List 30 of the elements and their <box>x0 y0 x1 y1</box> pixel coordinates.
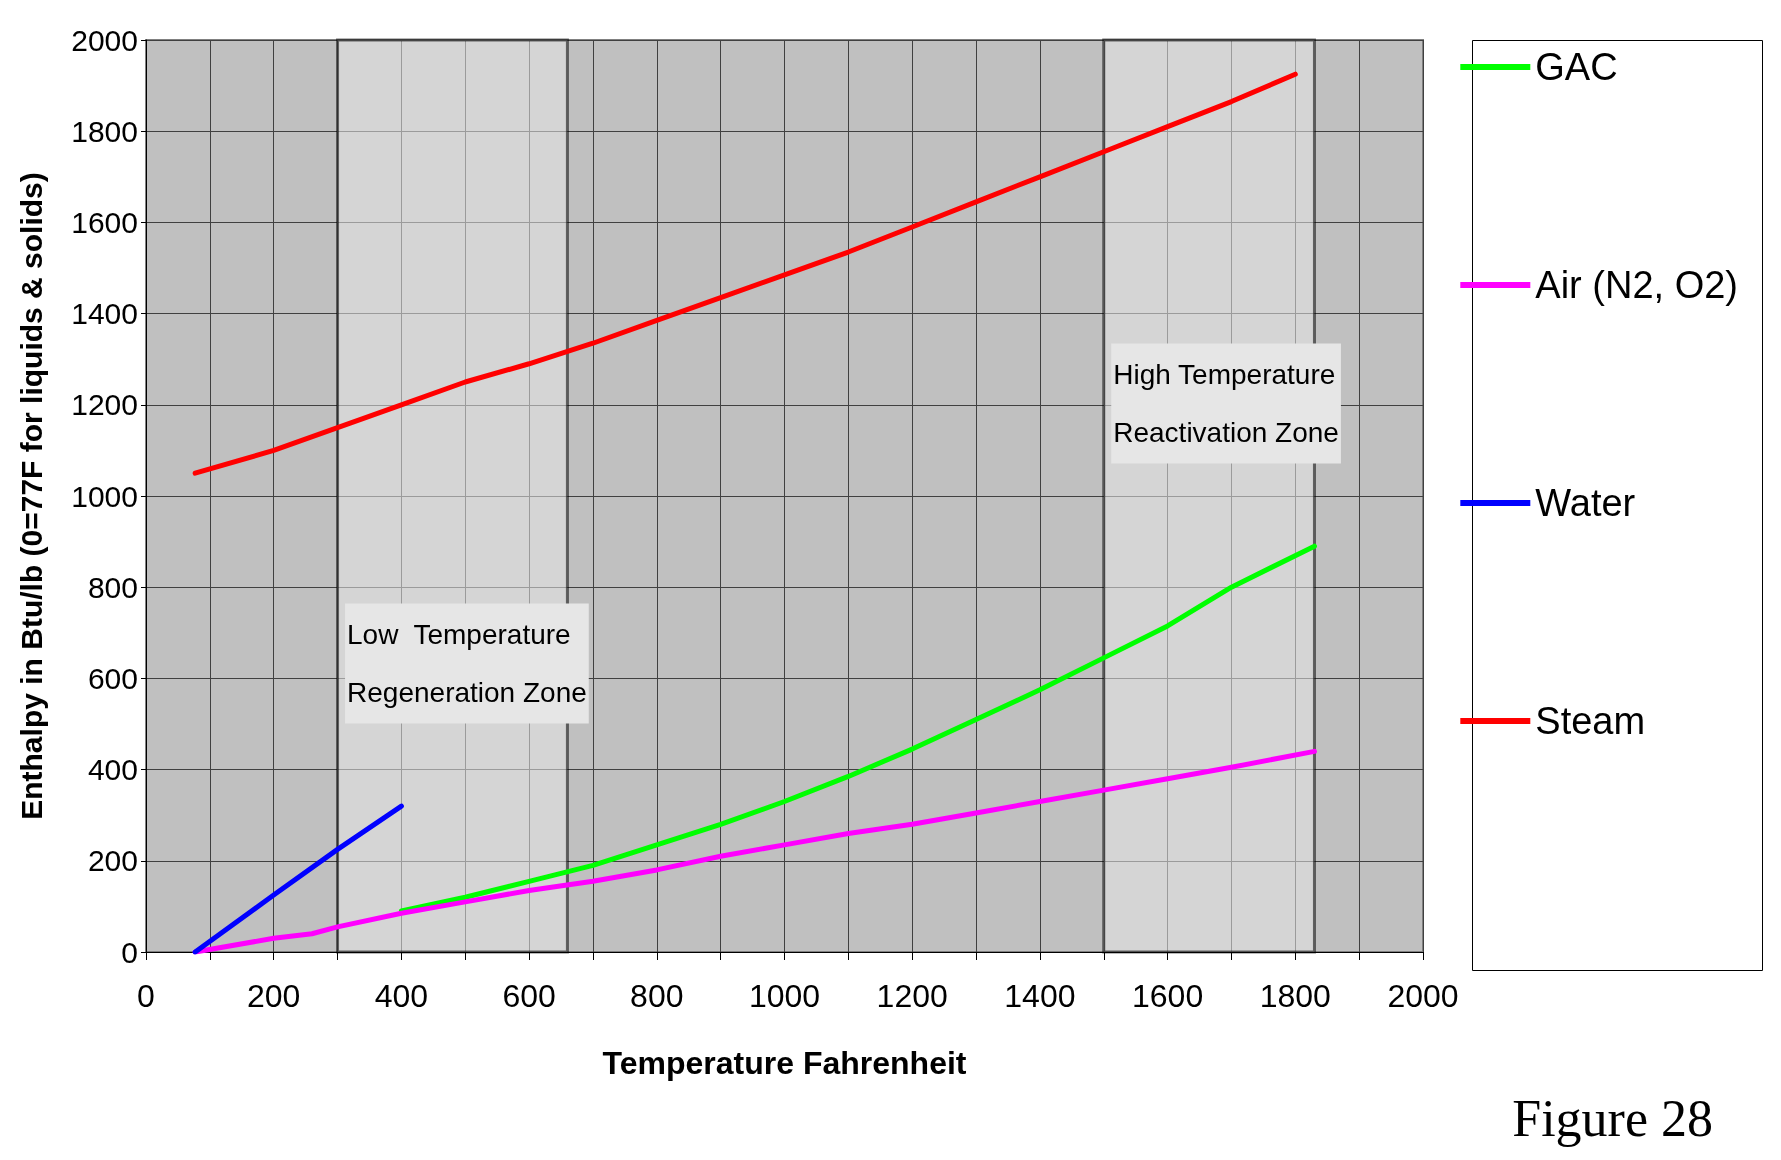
caption: Figure 28 <box>1512 1089 1713 1147</box>
x-tick-label: 200 <box>247 978 301 1014</box>
y-tick-label: 1400 <box>71 297 138 331</box>
x-tick-label: 1400 <box>1004 978 1076 1014</box>
y-tick-label: 1600 <box>71 205 138 239</box>
y-tick-label: 200 <box>87 844 138 878</box>
legend-label: Water <box>1535 482 1636 524</box>
y-tick-label: 1200 <box>71 388 138 422</box>
y-axis-title: Enthalpy in Btu/lb (0=77F for liquids & solids) <box>14 172 48 820</box>
legend-label: GAC <box>1535 46 1618 88</box>
y-tick-label: 600 <box>87 661 138 695</box>
x-axis-title: Temperature Fahrenheit <box>602 1045 967 1081</box>
legend-label: Air (N2, O2) <box>1535 264 1739 306</box>
x-tick-label: 1800 <box>1259 978 1331 1014</box>
band-label: High Temperature Reactivation Zone <box>1113 359 1339 448</box>
legend-label: Steam <box>1535 700 1646 742</box>
x-tick-label: 1200 <box>876 978 948 1014</box>
x-tick-label: 600 <box>502 978 556 1014</box>
y-tick-label: 1800 <box>71 114 138 148</box>
y-tick-label: 0 <box>121 935 138 969</box>
y-tick-label: 800 <box>87 570 138 604</box>
y-tick-label: 400 <box>87 753 138 787</box>
x-tick-label: 400 <box>374 978 429 1014</box>
band-label: Low Temperature Regeneration Zone <box>347 619 587 708</box>
x-tick-label: 2000 <box>1387 978 1459 1014</box>
x-tick-label: 1000 <box>748 978 821 1014</box>
x-tick-label: 1600 <box>1132 978 1204 1014</box>
y-tick-label: 1000 <box>71 479 138 513</box>
y-tick-label: 2000 <box>71 23 138 57</box>
x-tick-label: 800 <box>630 978 684 1014</box>
